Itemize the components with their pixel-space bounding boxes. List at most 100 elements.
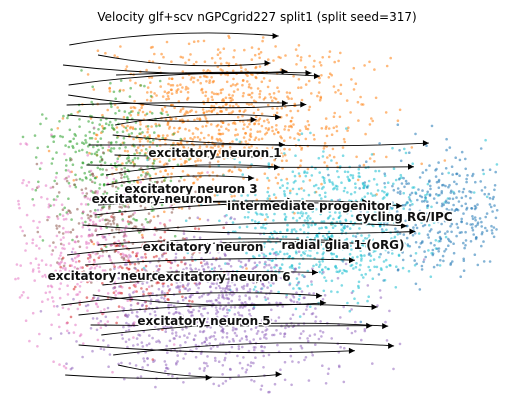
cell-point: [220, 89, 223, 92]
cell-point: [327, 268, 330, 271]
cell-point: [364, 133, 367, 136]
cell-point: [336, 170, 339, 173]
cell-point: [56, 305, 59, 308]
cell-point: [493, 236, 496, 239]
cell-point: [415, 241, 418, 244]
cell-point: [250, 328, 253, 331]
cell-point: [441, 172, 444, 175]
cell-point: [296, 219, 299, 222]
cell-point: [180, 90, 183, 93]
cluster-label: cycling RG/IPC: [355, 210, 452, 224]
cell-point: [289, 348, 292, 351]
cluster-label: excitatory neuron: [92, 192, 213, 206]
cell-point: [358, 269, 361, 272]
cell-point: [168, 91, 171, 94]
cell-point: [97, 49, 100, 52]
cell-point: [292, 314, 295, 317]
cell-point: [456, 173, 459, 176]
cell-point: [148, 134, 151, 137]
cell-point: [166, 351, 169, 354]
cell-point: [324, 192, 327, 195]
cell-point: [241, 337, 244, 340]
cell-point: [439, 264, 442, 267]
cell-point: [82, 222, 85, 225]
cell-point: [175, 308, 178, 311]
cell-point: [40, 162, 43, 165]
cell-point: [183, 256, 186, 259]
cell-point: [86, 151, 89, 154]
cell-point: [214, 338, 217, 341]
cell-point: [109, 82, 112, 85]
cell-point: [134, 157, 137, 160]
cell-point: [155, 94, 158, 97]
cell-point: [183, 287, 186, 290]
cell-point: [225, 294, 228, 297]
cell-point: [164, 360, 167, 363]
cell-point: [173, 343, 176, 346]
cell-point: [25, 319, 28, 322]
cell-point: [246, 338, 249, 341]
cell-point: [334, 225, 337, 228]
cell-point: [220, 63, 223, 66]
cell-point: [59, 297, 62, 300]
cell-point: [299, 129, 302, 132]
cell-point: [438, 194, 441, 197]
cell-point: [90, 101, 93, 104]
cell-point: [259, 65, 262, 68]
cell-point: [50, 337, 53, 340]
cell-point: [246, 226, 249, 229]
cell-point: [164, 330, 167, 333]
cell-point: [388, 310, 391, 313]
cell-point: [204, 341, 207, 344]
cell-point: [300, 148, 303, 151]
cell-point: [464, 168, 467, 171]
cell-point: [456, 223, 459, 226]
cell-point: [65, 367, 68, 370]
cell-point: [68, 182, 71, 185]
cell-point: [196, 178, 199, 181]
cell-point: [360, 339, 363, 342]
cell-point: [339, 316, 342, 319]
cell-point: [227, 129, 230, 132]
cell-point: [206, 365, 209, 368]
cell-point: [308, 55, 311, 58]
cell-point: [121, 337, 124, 340]
cell-point: [273, 334, 276, 337]
cell-point: [425, 169, 428, 172]
cell-point: [241, 266, 244, 269]
cell-point: [454, 156, 457, 159]
cell-point: [88, 229, 91, 232]
cell-point: [105, 169, 108, 172]
cell-point: [299, 337, 302, 340]
cell-point: [123, 258, 126, 261]
cell-point: [378, 142, 381, 145]
cell-point: [208, 342, 211, 345]
cell-point: [275, 124, 278, 127]
cell-point: [329, 50, 332, 53]
cell-point: [261, 331, 264, 334]
cell-point: [254, 139, 257, 142]
cell-point: [177, 131, 180, 134]
cell-point: [107, 365, 110, 368]
cell-point: [476, 203, 479, 206]
cell-point: [140, 256, 143, 259]
cell-point: [414, 133, 417, 136]
cell-point: [370, 255, 373, 258]
cell-point: [46, 198, 49, 201]
cell-point: [137, 262, 140, 265]
cell-point: [335, 125, 338, 128]
cell-point: [46, 216, 49, 219]
cell-point: [486, 196, 489, 199]
cell-point: [442, 260, 445, 263]
cell-point: [88, 253, 91, 256]
cell-point: [275, 302, 278, 305]
cell-point: [208, 110, 211, 113]
cell-point: [238, 298, 241, 301]
cell-point: [331, 133, 334, 136]
cell-point: [36, 345, 39, 348]
cell-point: [262, 366, 265, 369]
cell-point: [100, 137, 103, 140]
cell-point: [298, 44, 301, 47]
cell-point: [445, 149, 448, 152]
cell-point: [326, 135, 329, 138]
